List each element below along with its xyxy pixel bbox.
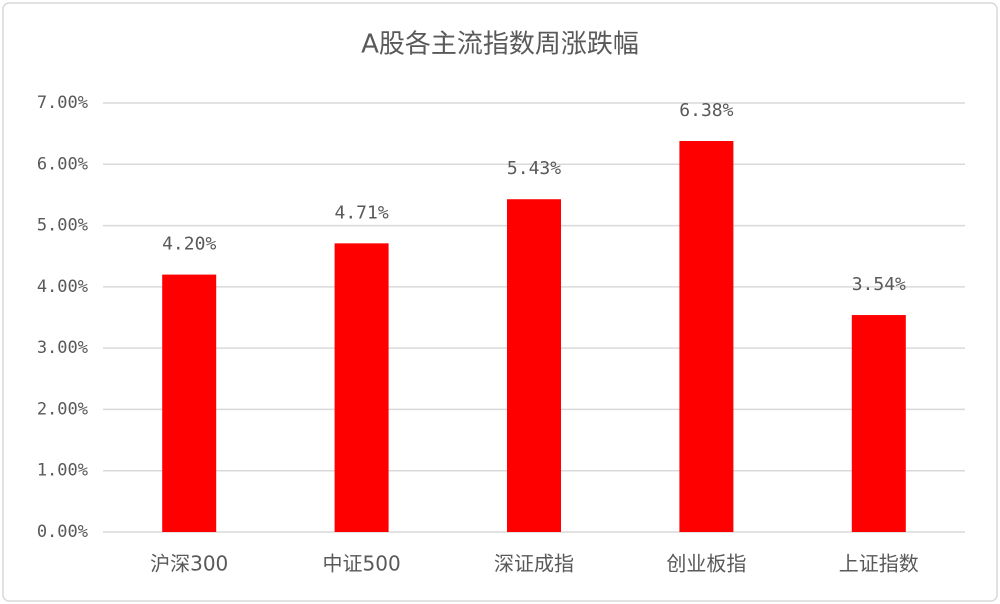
value-label: 4.20% [162, 234, 216, 255]
x-tick-label: 创业板指 [666, 552, 746, 576]
value-label: 3.54% [852, 274, 906, 295]
bar [679, 140, 734, 533]
y-tick-label: 2.00% [37, 399, 88, 419]
x-tick-label: 深证成指 [494, 552, 574, 576]
bar [334, 243, 389, 532]
y-tick-label: 4.00% [37, 277, 88, 297]
value-label: 6.38% [679, 100, 733, 121]
bar [507, 199, 561, 532]
x-tick-label: 上证指数 [839, 552, 919, 576]
y-tick-label: 3.00% [37, 338, 88, 358]
y-tick-label: 5.00% [37, 216, 88, 236]
y-tick-label: 7.00% [37, 93, 88, 113]
y-tick-label: 6.00% [37, 154, 88, 174]
x-tick-label: 中证500 [323, 552, 401, 576]
x-tick-label: 沪深300 [150, 552, 228, 576]
y-tick-label: 1.00% [37, 461, 88, 481]
value-label: 4.71% [335, 202, 389, 223]
bar [162, 274, 217, 532]
bar [851, 315, 906, 532]
y-tick-label: 0.00% [37, 522, 88, 542]
chart-title: A股各主流指数周涨跌幅 [361, 30, 639, 60]
value-label: 5.43% [507, 158, 561, 179]
